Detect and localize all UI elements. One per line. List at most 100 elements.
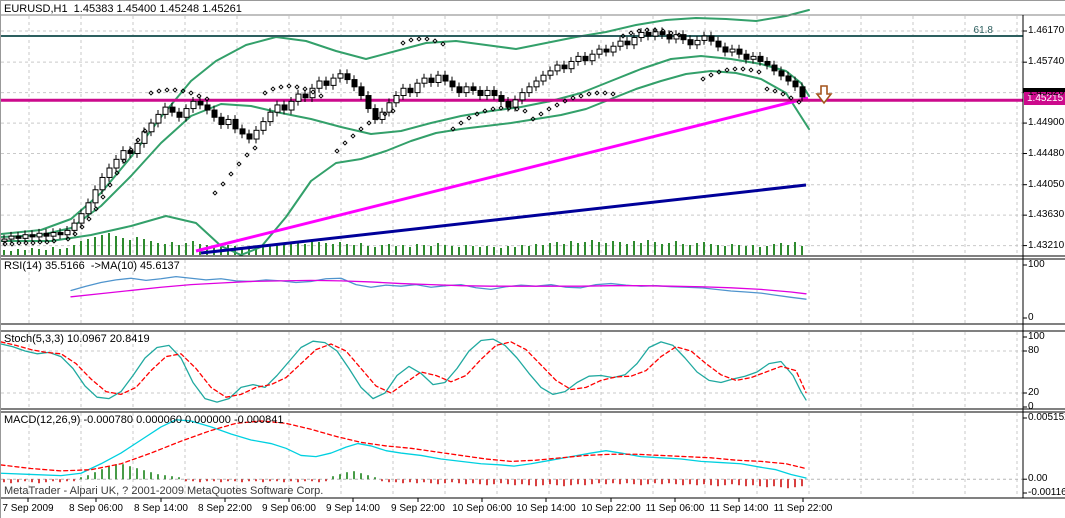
- sar-dot: [732, 66, 738, 72]
- sar-dot: [538, 111, 544, 117]
- down-arrow-icon[interactable]: [815, 85, 833, 105]
- candle-body: [680, 34, 687, 41]
- candle-body: [78, 213, 85, 224]
- candle-body: [155, 113, 162, 124]
- sar-dot: [700, 76, 706, 82]
- candle-body: [421, 77, 428, 84]
- candle-body: [386, 102, 393, 113]
- sar-dot: [121, 158, 127, 164]
- candle-body: [92, 189, 99, 204]
- band-middle-line[interactable]: [1, 55, 810, 238]
- sar-dot: [278, 84, 284, 90]
- sar-dot: [772, 88, 778, 94]
- sar-dot: [586, 91, 592, 97]
- candle-body: [757, 55, 764, 62]
- trendline-magenta[interactable]: [195, 96, 809, 253]
- candle-body: [617, 40, 624, 47]
- candle-body: [596, 48, 603, 55]
- macd-panel-axis-label: -0.001168: [1028, 487, 1065, 498]
- stoch-panel-axis-label: 80: [1028, 345, 1040, 356]
- sar-dot: [554, 102, 560, 108]
- candle-body: [512, 99, 519, 108]
- sar-dot: [2, 241, 8, 247]
- candle-body: [1, 238, 8, 242]
- sar-dot: [796, 99, 802, 105]
- trendline-blue[interactable]: [200, 183, 807, 255]
- sar-dot: [490, 106, 496, 112]
- sar-dot: [86, 216, 92, 222]
- candle-body: [519, 92, 526, 101]
- candle-body: [463, 86, 470, 94]
- macd-panel-axis-label: 0.005152: [1028, 412, 1065, 423]
- sar-dot: [212, 190, 218, 196]
- candle-body: [610, 45, 617, 53]
- sar-dot: [522, 108, 528, 114]
- candle-body: [638, 31, 645, 39]
- sar-dot: [602, 90, 608, 96]
- sar-dot: [644, 27, 650, 33]
- candle-body: [113, 158, 120, 169]
- price-axis-label: 1.46170: [1028, 25, 1065, 36]
- candle-body: [22, 234, 29, 239]
- candle-body: [498, 95, 505, 102]
- candle-body: [414, 82, 421, 94]
- candle-body: [799, 86, 806, 98]
- candle-body: [722, 46, 729, 53]
- candle-body: [50, 232, 57, 237]
- stoch-d-line[interactable]: [1, 341, 807, 398]
- candle-body: [274, 104, 281, 113]
- candle-body: [603, 48, 610, 53]
- candle-body: [701, 35, 708, 41]
- candle-body: [547, 70, 554, 76]
- candle-body: [442, 74, 449, 82]
- sar-dot: [93, 206, 99, 212]
- candle-body: [491, 89, 498, 97]
- candle-body: [568, 60, 575, 70]
- time-axis-label: 11 Sep 06:00: [645, 503, 705, 514]
- candle-body: [71, 222, 78, 231]
- sar-dot: [350, 133, 356, 139]
- candle-body: [197, 100, 204, 106]
- candle-body: [64, 229, 71, 236]
- sar-dot: [156, 88, 162, 94]
- sar-dot: [358, 126, 364, 132]
- stoch-panel-axis-label: 100: [1028, 331, 1045, 342]
- sar-dot: [780, 91, 786, 97]
- macd-signal-line[interactable]: [1, 420, 807, 472]
- candle-body: [358, 86, 365, 97]
- time-axis-label: 10 Sep 22:00: [581, 503, 641, 514]
- sar-dot: [660, 28, 666, 34]
- candle-body: [85, 202, 92, 215]
- macd-line[interactable]: [1, 419, 807, 479]
- candle-body: [477, 89, 484, 97]
- candle-body: [400, 87, 407, 97]
- candle-body: [792, 80, 799, 88]
- fibo-61.8-label[interactable]: 61.8: [973, 25, 993, 36]
- sar-dot: [416, 36, 422, 42]
- candle-body: [393, 95, 400, 104]
- time-axis-label: 8 Sep 06:00: [69, 503, 123, 514]
- candle-body: [540, 74, 547, 82]
- candle-body: [260, 121, 267, 131]
- sar-dot: [570, 95, 576, 101]
- sar-dot: [390, 108, 396, 114]
- candle-body: [645, 31, 652, 37]
- broker-watermark: MetaTrader - Alpari UK, ? 2001-2009 Meta…: [4, 485, 324, 497]
- rsi-line[interactable]: [70, 276, 807, 300]
- band-lower-line[interactable]: [1, 70, 810, 256]
- stoch-k-line[interactable]: [1, 338, 807, 403]
- sar-dot: [172, 87, 178, 93]
- candle-body: [141, 131, 148, 144]
- time-axis-label: 9 Sep 22:00: [391, 503, 445, 514]
- candle-body: [589, 53, 596, 62]
- stoch-panel-axis-label: 20: [1028, 387, 1040, 398]
- rsi-ma-line[interactable]: [70, 279, 807, 298]
- candle-body: [407, 87, 414, 94]
- candle-body: [708, 35, 715, 42]
- sar-dot: [562, 98, 568, 104]
- price-axis-label: 1.44900: [1028, 117, 1065, 129]
- candle-body: [232, 118, 239, 130]
- candle-body: [253, 129, 260, 140]
- sar-dot: [51, 238, 57, 244]
